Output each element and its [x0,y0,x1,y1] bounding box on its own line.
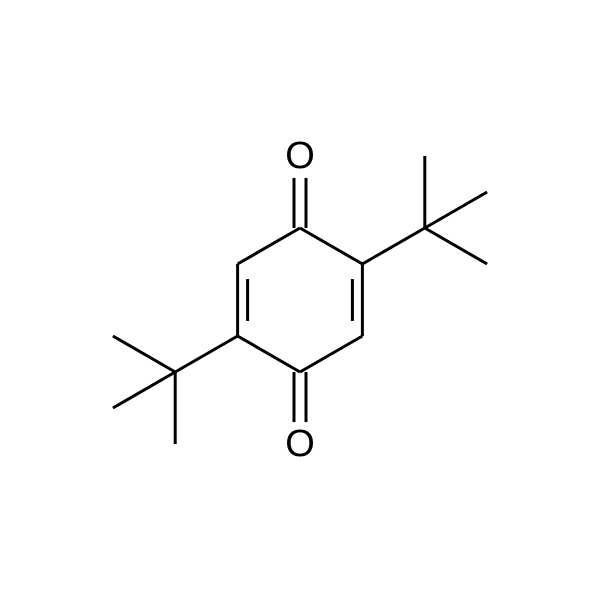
bond-line [238,228,300,264]
bond-line [238,336,300,372]
atom-label: O [285,423,315,465]
bond-line [362,228,424,264]
bond-line [300,228,362,264]
bond-line [175,336,237,372]
bond-line [113,336,175,372]
bond-line [425,192,487,228]
chemical-structure-diagram: OO [0,0,600,600]
bond-line [300,336,362,372]
atom-label: O [285,135,315,177]
bond-line [425,228,487,264]
bond-line [113,372,175,408]
